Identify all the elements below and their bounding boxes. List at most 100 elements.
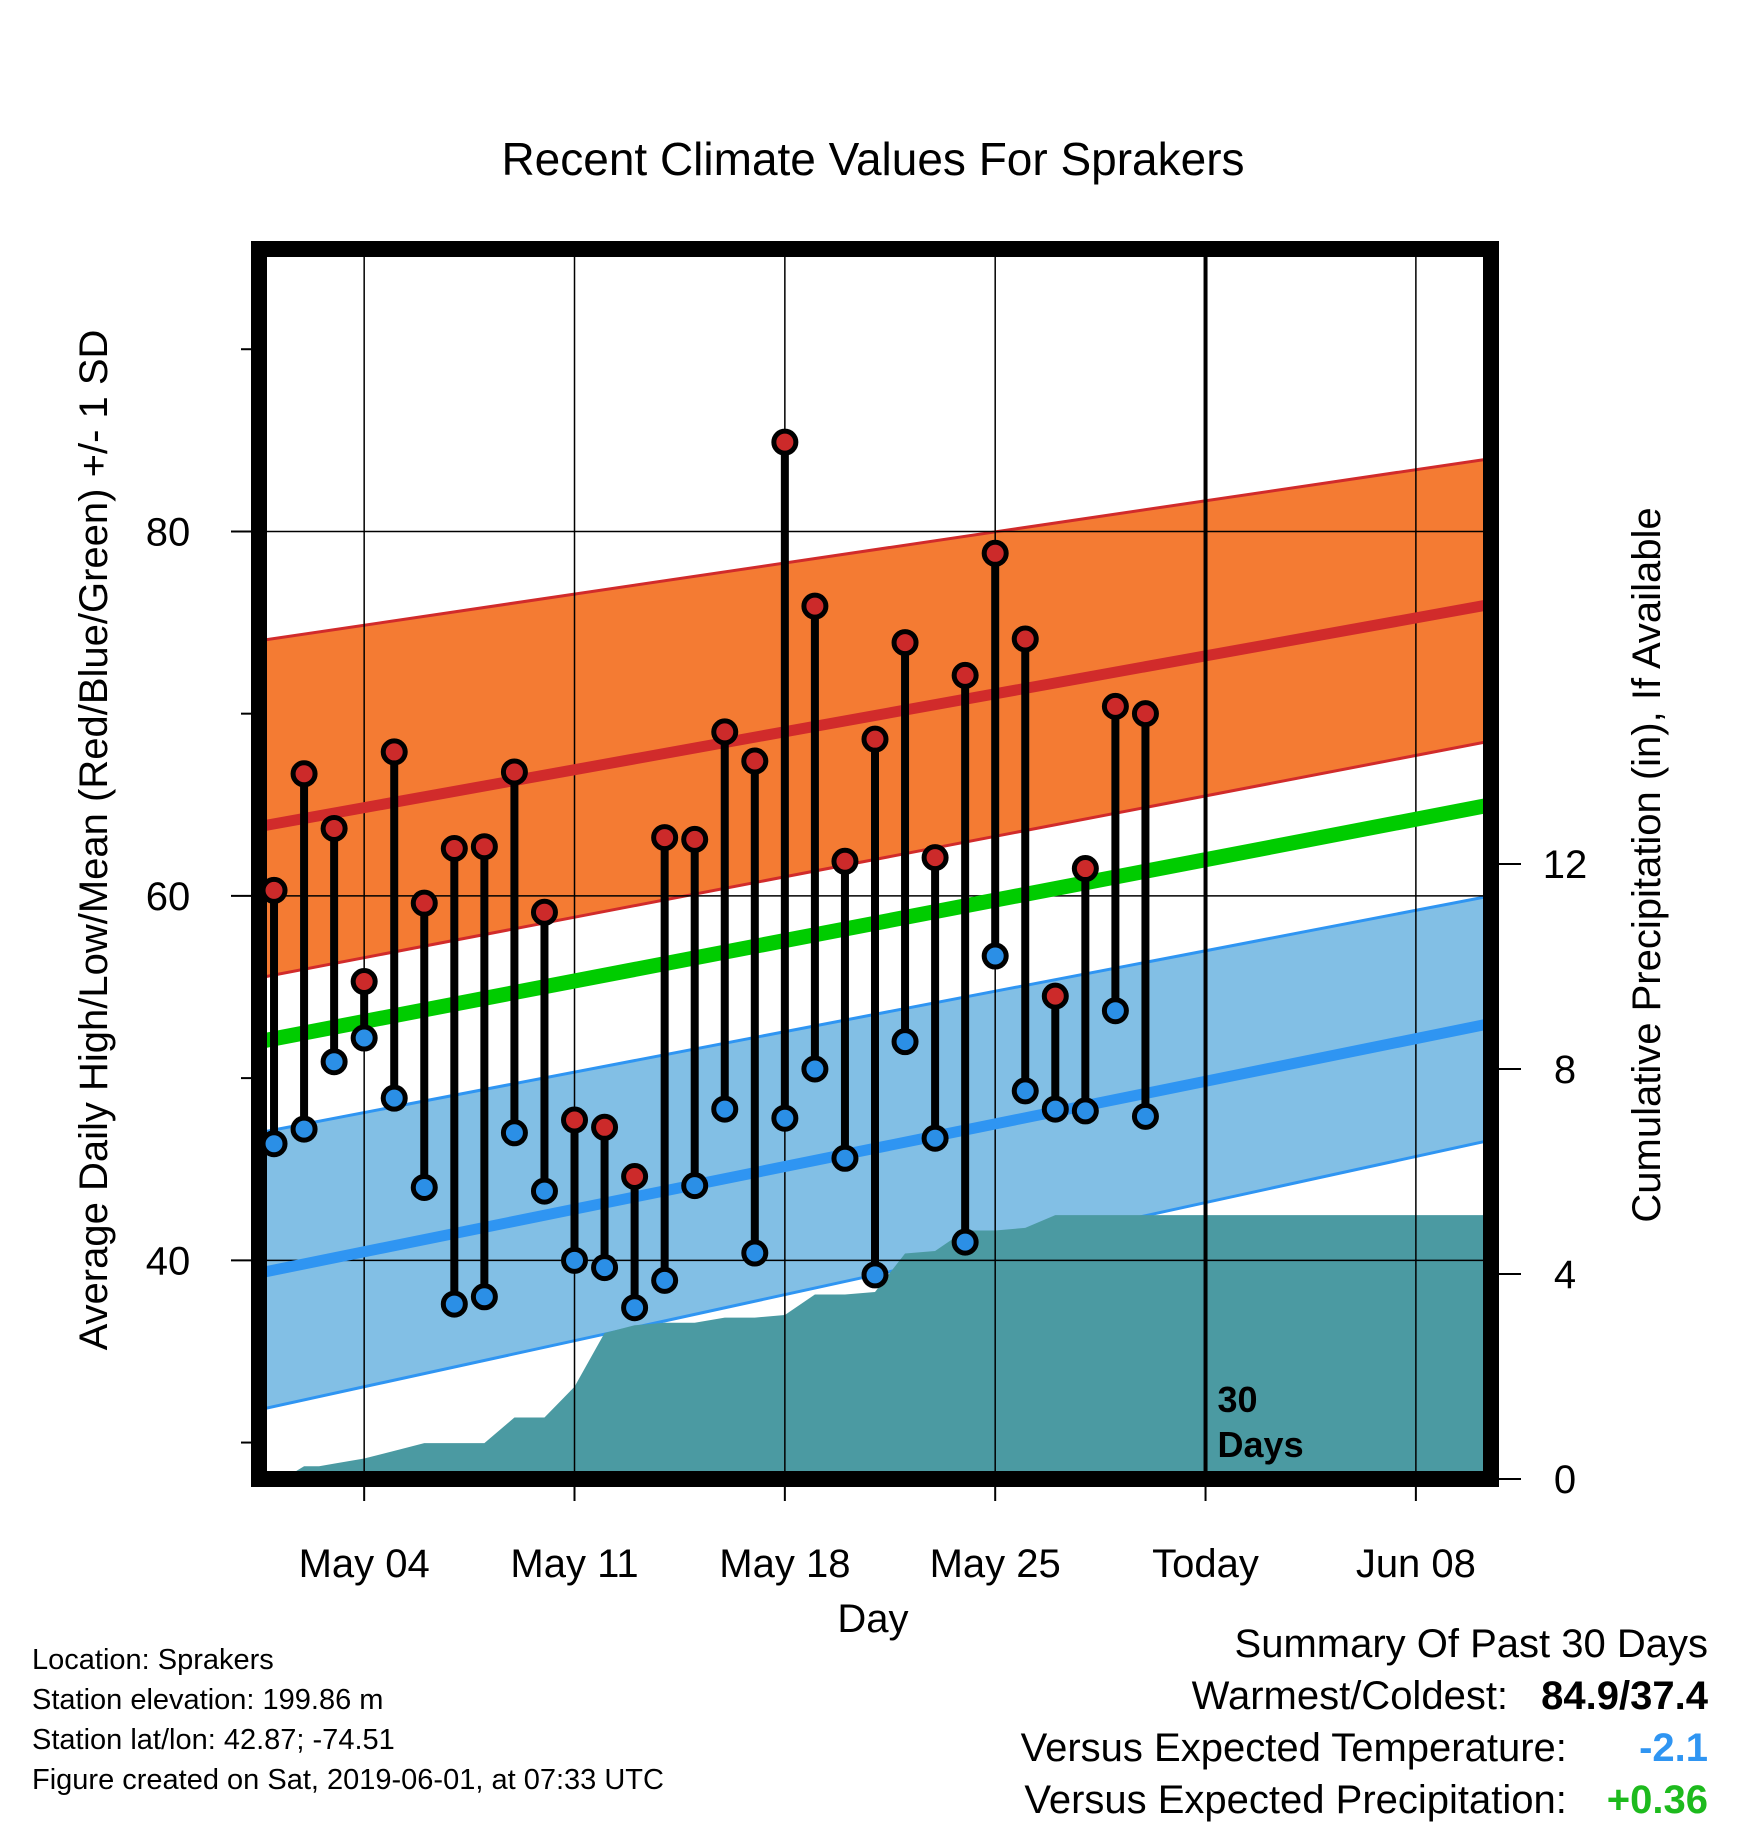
chart-title: Recent Climate Values For Sprakers	[501, 133, 1244, 185]
x-tick-label: May 11	[510, 1542, 638, 1586]
daily-low-point	[290, 1115, 318, 1143]
daily-low-point	[921, 1124, 949, 1152]
precip-anomaly-row: Versus Expected Precipitation: +0.36	[1021, 1774, 1708, 1826]
daily-high-point	[320, 814, 348, 842]
daily-high-point	[891, 629, 919, 657]
daily-low-point	[1011, 1077, 1039, 1105]
station-info: Location: Sprakers Station elevation: 19…	[32, 1640, 664, 1800]
daily-high-point	[350, 968, 378, 996]
x-tick-label: May 18	[719, 1542, 850, 1586]
daily-high-point	[561, 1106, 589, 1134]
warmest-coldest-label: Warmest/Coldest:	[1191, 1674, 1509, 1718]
daily-low-point	[440, 1290, 468, 1318]
daily-high-point	[621, 1163, 649, 1191]
plot-frame	[251, 241, 1499, 1487]
daily-low-point	[981, 942, 1009, 970]
daily-low-point	[1131, 1102, 1159, 1130]
daily-high-point	[771, 428, 799, 456]
daily-high-point	[1101, 692, 1129, 720]
daily-low-point	[951, 1228, 979, 1256]
daily-low-point	[891, 1028, 919, 1056]
precip-anomaly-label: Versus Expected Precipitation:	[1024, 1778, 1567, 1822]
daily-low-point	[651, 1266, 679, 1294]
x-tick-label: Jun 08	[1356, 1542, 1476, 1586]
precip-anomaly-value: +0.36	[1606, 1778, 1708, 1822]
location-text: Location: Sprakers	[32, 1644, 274, 1676]
axes: May 04 May 11 May 18 May 25 Today Jun 0840608…	[146, 241, 1588, 1586]
daily-low-point	[831, 1144, 859, 1172]
daily-high-point	[410, 889, 438, 917]
y-axis-label-right: Cumulative Precipitation (in), If Availa…	[1625, 507, 1669, 1222]
daily-low-point	[350, 1024, 378, 1052]
daily-low-point	[591, 1254, 619, 1282]
daily-low-point	[681, 1172, 709, 1200]
daily-low-point	[260, 1130, 288, 1158]
elevation-text: Station elevation: 199.86 m	[32, 1684, 384, 1716]
daily-high-point	[681, 825, 709, 853]
daily-high-point	[801, 592, 829, 620]
high-normal-band-upper-edge	[259, 457, 1491, 643]
daily-high-point	[380, 738, 408, 766]
daily-high-point	[530, 898, 558, 926]
daily-low-point	[621, 1294, 649, 1322]
daily-high-point	[1041, 982, 1069, 1010]
daily-low-point	[861, 1261, 889, 1289]
y-tick-label-right: 8	[1554, 1048, 1576, 1092]
data-marks	[260, 428, 1159, 1322]
latlon-text: Station lat/lon: 42.87; -74.51	[32, 1724, 395, 1756]
y-axis-label-left: Average Daily High/Low/Mean (Red/Blue/Gr…	[72, 330, 116, 1351]
daily-high-point	[470, 833, 498, 861]
daily-high-point	[951, 661, 979, 689]
daily-low-point	[1041, 1095, 1069, 1123]
daily-high-point	[1131, 700, 1159, 728]
temp-anomaly-row: Versus Expected Temperature: -2.1	[1021, 1722, 1708, 1774]
daily-low-point	[380, 1084, 408, 1112]
daily-high-point	[260, 876, 288, 904]
x-axis-label: Day	[837, 1597, 908, 1641]
today-days-label-2: Days	[1218, 1424, 1304, 1465]
summary-panel: Summary Of Past 30 Days Warmest/Coldest:…	[1021, 1618, 1708, 1826]
daily-low-point	[561, 1246, 589, 1274]
y-tick-label-left: 40	[146, 1239, 191, 1283]
daily-high-point	[921, 844, 949, 872]
y-tick-label-right: 4	[1554, 1253, 1576, 1297]
daily-high-point	[651, 824, 679, 852]
daily-low-point	[470, 1283, 498, 1311]
daily-low-point	[530, 1177, 558, 1205]
summary-heading: Summary Of Past 30 Days	[1234, 1622, 1708, 1666]
y-tick-label-left: 80	[146, 510, 191, 554]
daily-low-point	[741, 1239, 769, 1267]
daily-high-point	[711, 718, 739, 746]
x-tick-label: May 04	[299, 1542, 430, 1586]
daily-high-point	[440, 835, 468, 863]
daily-low-point	[1101, 997, 1129, 1025]
daily-high-point	[861, 725, 889, 753]
daily-high-point	[1011, 625, 1039, 653]
temp-anomaly-label: Versus Expected Temperature:	[1020, 1726, 1567, 1770]
high-normal-line	[259, 598, 1491, 833]
daily-high-point	[500, 758, 528, 786]
daily-high-point	[290, 760, 318, 788]
daily-low-point	[500, 1119, 528, 1147]
x-tick-label: Today	[1152, 1542, 1259, 1586]
daily-high-point	[1071, 855, 1099, 883]
daily-low-point	[711, 1095, 739, 1123]
warmest-coldest-row: Warmest/Coldest: 84.9/37.4	[1021, 1670, 1708, 1722]
daily-low-point	[320, 1048, 348, 1076]
x-tick-label: May 25	[930, 1542, 1061, 1586]
daily-low-point	[801, 1055, 829, 1083]
daily-high-point	[741, 747, 769, 775]
daily-low-point	[771, 1104, 799, 1132]
y-tick-label-right: 0	[1554, 1458, 1576, 1502]
daily-high-point	[591, 1113, 619, 1141]
created-text: Figure created on Sat, 2019-06-01, at 07…	[32, 1764, 664, 1796]
today-days-label: 30	[1218, 1379, 1258, 1420]
warmest-coldest-value: 84.9/37.4	[1541, 1674, 1708, 1718]
y-tick-label-right: 12	[1543, 843, 1588, 887]
daily-high-point	[981, 539, 1009, 567]
y-tick-label-left: 60	[146, 875, 191, 919]
daily-low-point	[1071, 1097, 1099, 1125]
daily-high-point	[831, 847, 859, 875]
daily-low-point	[410, 1173, 438, 1201]
